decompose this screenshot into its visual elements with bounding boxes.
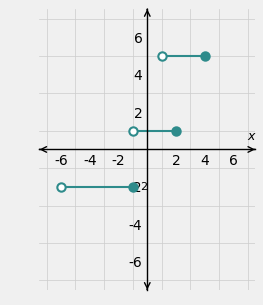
Text: x: x — [247, 130, 255, 143]
Text: 2: 2 — [140, 182, 147, 192]
